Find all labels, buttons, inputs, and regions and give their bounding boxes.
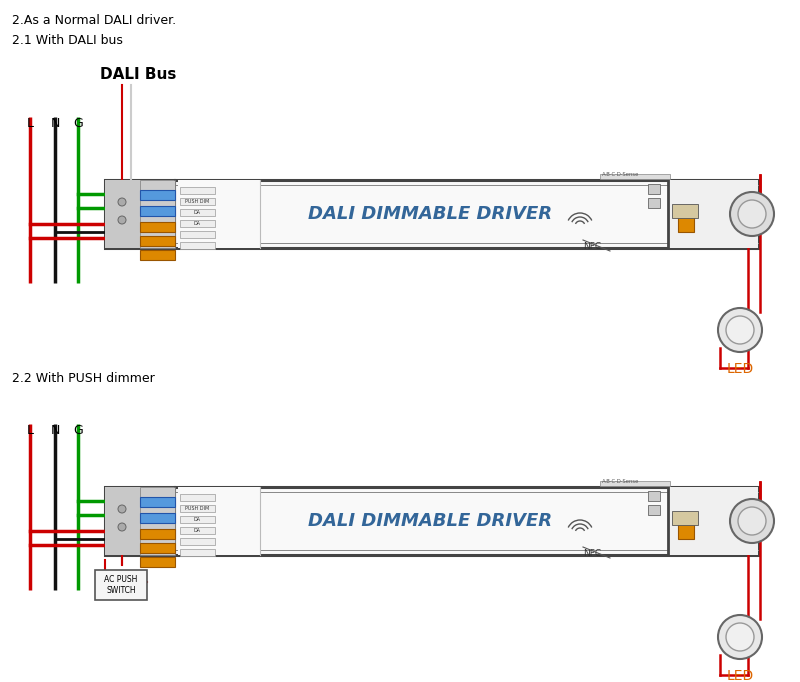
Bar <box>600 481 670 486</box>
Text: 2.1 With DALI bus: 2.1 With DALI bus <box>12 34 123 47</box>
Text: PUSH DIM: PUSH DIM <box>185 506 209 511</box>
Text: DALI DIMMABLE DRIVER: DALI DIMMABLE DRIVER <box>308 512 552 530</box>
Text: LED: LED <box>726 669 754 682</box>
Text: NFC: NFC <box>583 549 601 558</box>
Bar <box>678 212 694 232</box>
Bar <box>140 497 175 507</box>
Text: 2.2 With PUSH dimmer: 2.2 With PUSH dimmer <box>12 372 154 385</box>
Bar <box>668 180 758 248</box>
Bar <box>180 187 215 194</box>
Bar <box>180 231 215 238</box>
Bar <box>105 180 758 248</box>
Text: 2.As a Normal DALI driver.: 2.As a Normal DALI driver. <box>12 14 176 27</box>
Bar <box>140 250 175 260</box>
Text: NFC: NFC <box>583 242 601 251</box>
Bar <box>140 206 175 216</box>
Text: L: L <box>26 117 34 130</box>
Bar <box>180 516 215 523</box>
Text: DA: DA <box>194 210 201 215</box>
Text: N: N <box>50 117 60 130</box>
Bar <box>672 204 698 218</box>
Bar <box>648 198 660 208</box>
Bar <box>140 180 175 248</box>
Bar <box>180 198 215 205</box>
Bar <box>140 529 175 539</box>
Circle shape <box>730 499 774 543</box>
Bar <box>180 209 215 216</box>
Bar <box>140 557 175 567</box>
Text: G: G <box>73 424 83 437</box>
Bar <box>180 527 215 534</box>
Text: A·B·C·D·Sense: A·B·C·D·Sense <box>602 172 639 177</box>
Bar <box>180 505 215 512</box>
Text: A·B·C·D·Sense: A·B·C·D·Sense <box>602 479 639 484</box>
Text: L: L <box>26 424 34 437</box>
Bar <box>648 505 660 515</box>
Circle shape <box>118 216 126 224</box>
Bar <box>678 519 694 539</box>
Bar <box>105 487 175 555</box>
Text: DA: DA <box>194 221 201 226</box>
Bar <box>600 174 670 179</box>
Bar <box>178 180 260 248</box>
Bar <box>180 549 215 556</box>
Bar <box>95 570 147 600</box>
Bar <box>180 538 215 545</box>
Bar <box>180 494 215 501</box>
Text: LED: LED <box>726 362 754 376</box>
Text: DA: DA <box>194 528 201 533</box>
Bar <box>668 487 758 555</box>
Circle shape <box>726 316 754 344</box>
Circle shape <box>118 198 126 206</box>
Circle shape <box>718 615 762 659</box>
Bar <box>180 242 215 249</box>
Text: PUSH DIM: PUSH DIM <box>185 199 209 204</box>
Bar <box>140 236 175 246</box>
Bar <box>105 180 175 248</box>
Circle shape <box>118 523 126 531</box>
Bar <box>140 487 175 555</box>
Bar <box>648 491 660 501</box>
Bar <box>105 487 140 555</box>
Bar <box>105 180 140 248</box>
Text: DALI Bus: DALI Bus <box>100 67 176 82</box>
Bar <box>180 220 215 227</box>
Circle shape <box>738 200 766 228</box>
Text: G: G <box>73 117 83 130</box>
Text: DALI DIMMABLE DRIVER: DALI DIMMABLE DRIVER <box>308 205 552 223</box>
Text: AC PUSH
SWITCH: AC PUSH SWITCH <box>104 576 138 595</box>
Bar <box>178 487 260 555</box>
Bar <box>672 511 698 525</box>
Text: DA: DA <box>194 517 201 522</box>
Circle shape <box>726 623 754 651</box>
Bar <box>648 184 660 194</box>
Text: N: N <box>50 424 60 437</box>
Bar <box>140 543 175 553</box>
Bar <box>105 487 758 555</box>
Circle shape <box>718 308 762 352</box>
Circle shape <box>738 507 766 535</box>
Circle shape <box>118 505 126 513</box>
Bar <box>140 513 175 523</box>
Bar <box>140 222 175 232</box>
Circle shape <box>730 192 774 236</box>
Bar <box>140 190 175 200</box>
